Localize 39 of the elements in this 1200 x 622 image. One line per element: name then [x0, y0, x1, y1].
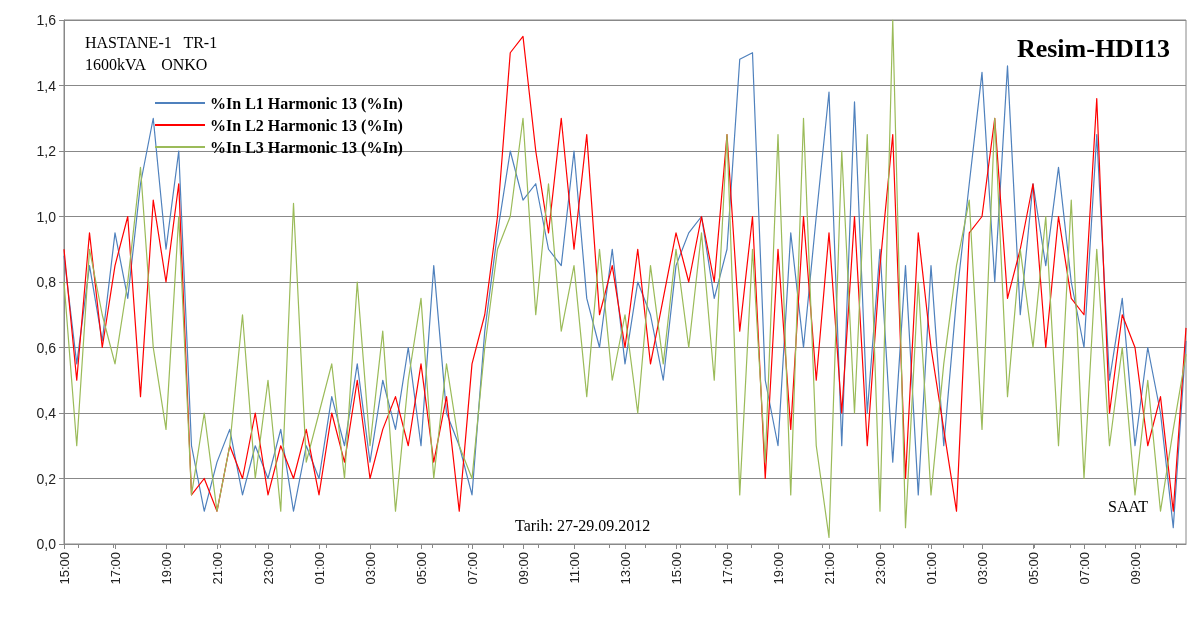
x-axis-title: SAAT [1107, 497, 1149, 515]
x-tick-label: 23:00 [260, 552, 276, 585]
y-tick-label: 1,4 [36, 77, 57, 94]
x-tick-label: 15:00 [56, 552, 72, 585]
legend-label: %In L3 Harmonic 13 (%In) [210, 138, 403, 157]
text: Resim-HDI13 [1016, 33, 1170, 63]
x-tick-label: 17:00 [107, 552, 123, 585]
annotation: Tarih: 27-29.09.2012 [515, 516, 651, 534]
y-tick-label: 1,0 [36, 208, 57, 225]
x-tick-label: 05:00 [1025, 552, 1041, 585]
legend-label: %In L2 Harmonic 13 (%In) [210, 116, 403, 135]
x-tick-label: 19:00 [770, 552, 786, 585]
x-tick-label: 05:00 [413, 552, 429, 585]
x-tick-label: 09:00 [515, 552, 531, 585]
x-tick-label: 23:00 [872, 552, 888, 585]
x-tick-label: 17:00 [719, 552, 735, 585]
y-tick-label: 0,4 [36, 405, 57, 421]
x-tick-label: 15:00 [668, 552, 684, 585]
x-tick-label: 11:00 [566, 552, 582, 584]
y-tick-label: 0,6 [36, 339, 57, 356]
x-tick-label: 21:00 [209, 552, 225, 585]
annotation: 1600kVA ONKO [85, 55, 208, 73]
legend-label: %In L1 Harmonic 13 (%In) [210, 94, 403, 113]
x-tick-label: 07:00 [464, 552, 480, 585]
x-tick-label: 21:00 [821, 552, 837, 585]
x-tick-label: 07:00 [1076, 552, 1092, 585]
y-tick-label: 0,2 [36, 470, 57, 487]
x-tick-label: 03:00 [974, 552, 990, 585]
x-tick-label: 01:00 [923, 552, 939, 585]
y-tick-label: 1,2 [36, 143, 57, 159]
y-tick-label: 1,6 [36, 12, 57, 28]
y-tick-label: 0,8 [36, 274, 57, 290]
x-tick-label: 09:00 [1127, 552, 1143, 585]
x-tick-label: 01:00 [311, 552, 327, 585]
x-tick-label: 03:00 [362, 552, 378, 585]
annotation: HASTANE-1 TR-1 [85, 33, 218, 51]
x-tick-label: 19:00 [158, 552, 174, 585]
y-tick-label: 0,0 [36, 536, 57, 552]
x-tick-label: 13:00 [617, 552, 633, 585]
